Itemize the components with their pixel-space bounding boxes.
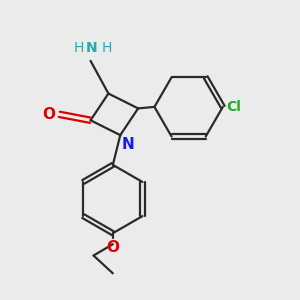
Text: N: N <box>122 136 134 152</box>
Text: H: H <box>102 41 112 56</box>
Text: Cl: Cl <box>226 100 241 114</box>
Text: O: O <box>43 107 56 122</box>
Text: H: H <box>74 41 84 56</box>
Text: O: O <box>106 240 119 255</box>
Text: N: N <box>86 41 98 56</box>
